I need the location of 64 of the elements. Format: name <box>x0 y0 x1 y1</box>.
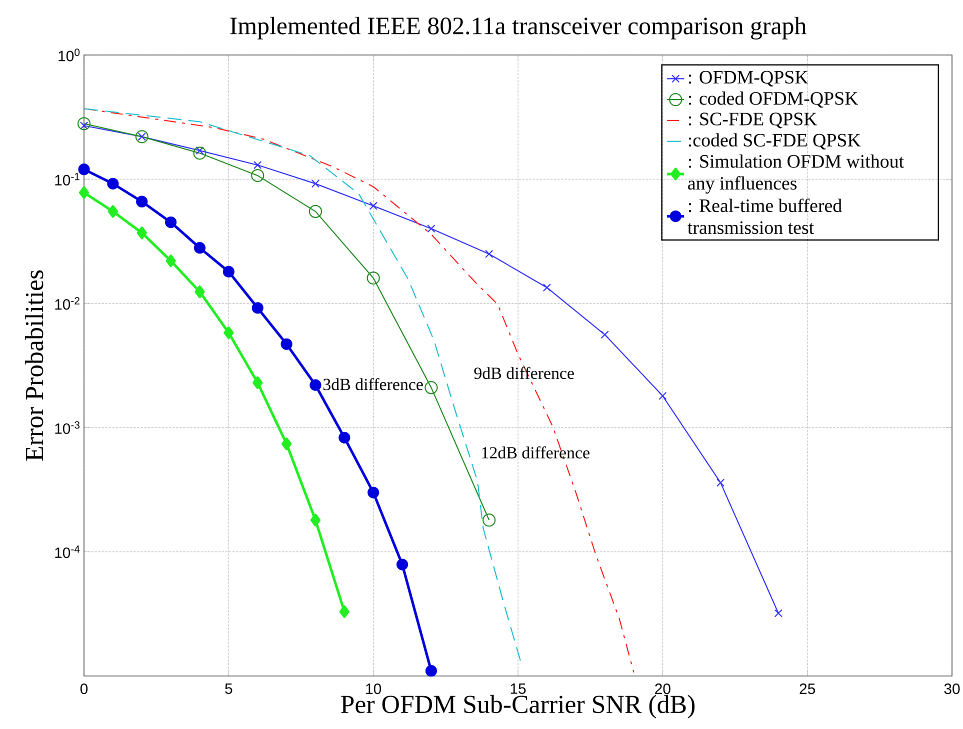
point <box>251 168 264 182</box>
x-tick-label: 0 <box>80 684 88 694</box>
point <box>252 302 264 314</box>
point <box>166 254 176 268</box>
annotation: 3dB difference <box>323 378 423 390</box>
point <box>224 326 234 340</box>
point <box>396 558 408 570</box>
point <box>310 379 322 391</box>
x-tick-label: 20 <box>655 684 670 694</box>
y-tick-label: 10$^{-2}$ <box>55 297 80 310</box>
x-tick-label: 25 <box>800 684 816 694</box>
point <box>716 478 725 487</box>
point <box>482 514 496 527</box>
point <box>339 605 350 618</box>
y-tick-label: 10$^{-1}$ <box>55 172 80 186</box>
point <box>311 180 320 188</box>
x-tick-label: 15 <box>510 684 526 694</box>
point <box>281 438 292 450</box>
annotation: 12dB difference <box>482 446 590 458</box>
y-tick-label: 10$^{-3}$ <box>55 421 80 434</box>
point <box>280 338 292 350</box>
legend-label: : Simulation OFDM without any influences <box>688 154 904 194</box>
point <box>78 186 90 199</box>
legend-label: : OFDM-QPSK <box>688 70 808 86</box>
x-axis-title: Per OFDM Sub-Carrier SNR (dB) <box>341 694 695 718</box>
legend-label: : SC-FDE QPSK <box>688 112 818 128</box>
point <box>600 330 609 339</box>
point <box>193 146 206 160</box>
point <box>136 196 148 208</box>
point <box>774 609 782 618</box>
x-tick-label: 5 <box>225 684 232 694</box>
point <box>308 204 322 218</box>
legend-label: : coded OFDM-QPSK <box>688 91 858 108</box>
y-tick-label: 10$^{-4}$ <box>55 546 80 558</box>
point <box>658 392 667 400</box>
point <box>135 130 148 144</box>
point <box>165 216 177 228</box>
y-tick-label: 10$^{0}$ <box>58 48 80 62</box>
point <box>424 381 438 394</box>
point <box>425 665 438 677</box>
point <box>222 266 234 278</box>
point <box>542 284 552 292</box>
point <box>194 285 205 298</box>
point <box>252 376 263 389</box>
point <box>254 160 262 170</box>
point <box>136 226 147 240</box>
point <box>194 242 206 254</box>
point <box>368 486 380 498</box>
x-tick-label: 30 <box>944 684 960 694</box>
point <box>78 164 90 176</box>
chart-title: Implemented IEEE 802.11a transceiver comparison graph <box>230 16 806 40</box>
point <box>427 224 436 233</box>
x-tick-label: 10 <box>366 684 382 694</box>
point <box>310 514 321 526</box>
point <box>484 250 494 258</box>
legend-label: : Real-time buffered transmission test <box>688 198 842 234</box>
y-axis-title: Error Probabilities <box>25 270 44 461</box>
point <box>366 271 380 285</box>
point <box>107 178 119 190</box>
point <box>108 205 118 218</box>
point <box>338 432 350 444</box>
legend-label: :coded SC-FDE QPSK <box>688 133 861 150</box>
point <box>369 202 378 210</box>
point <box>77 117 91 130</box>
